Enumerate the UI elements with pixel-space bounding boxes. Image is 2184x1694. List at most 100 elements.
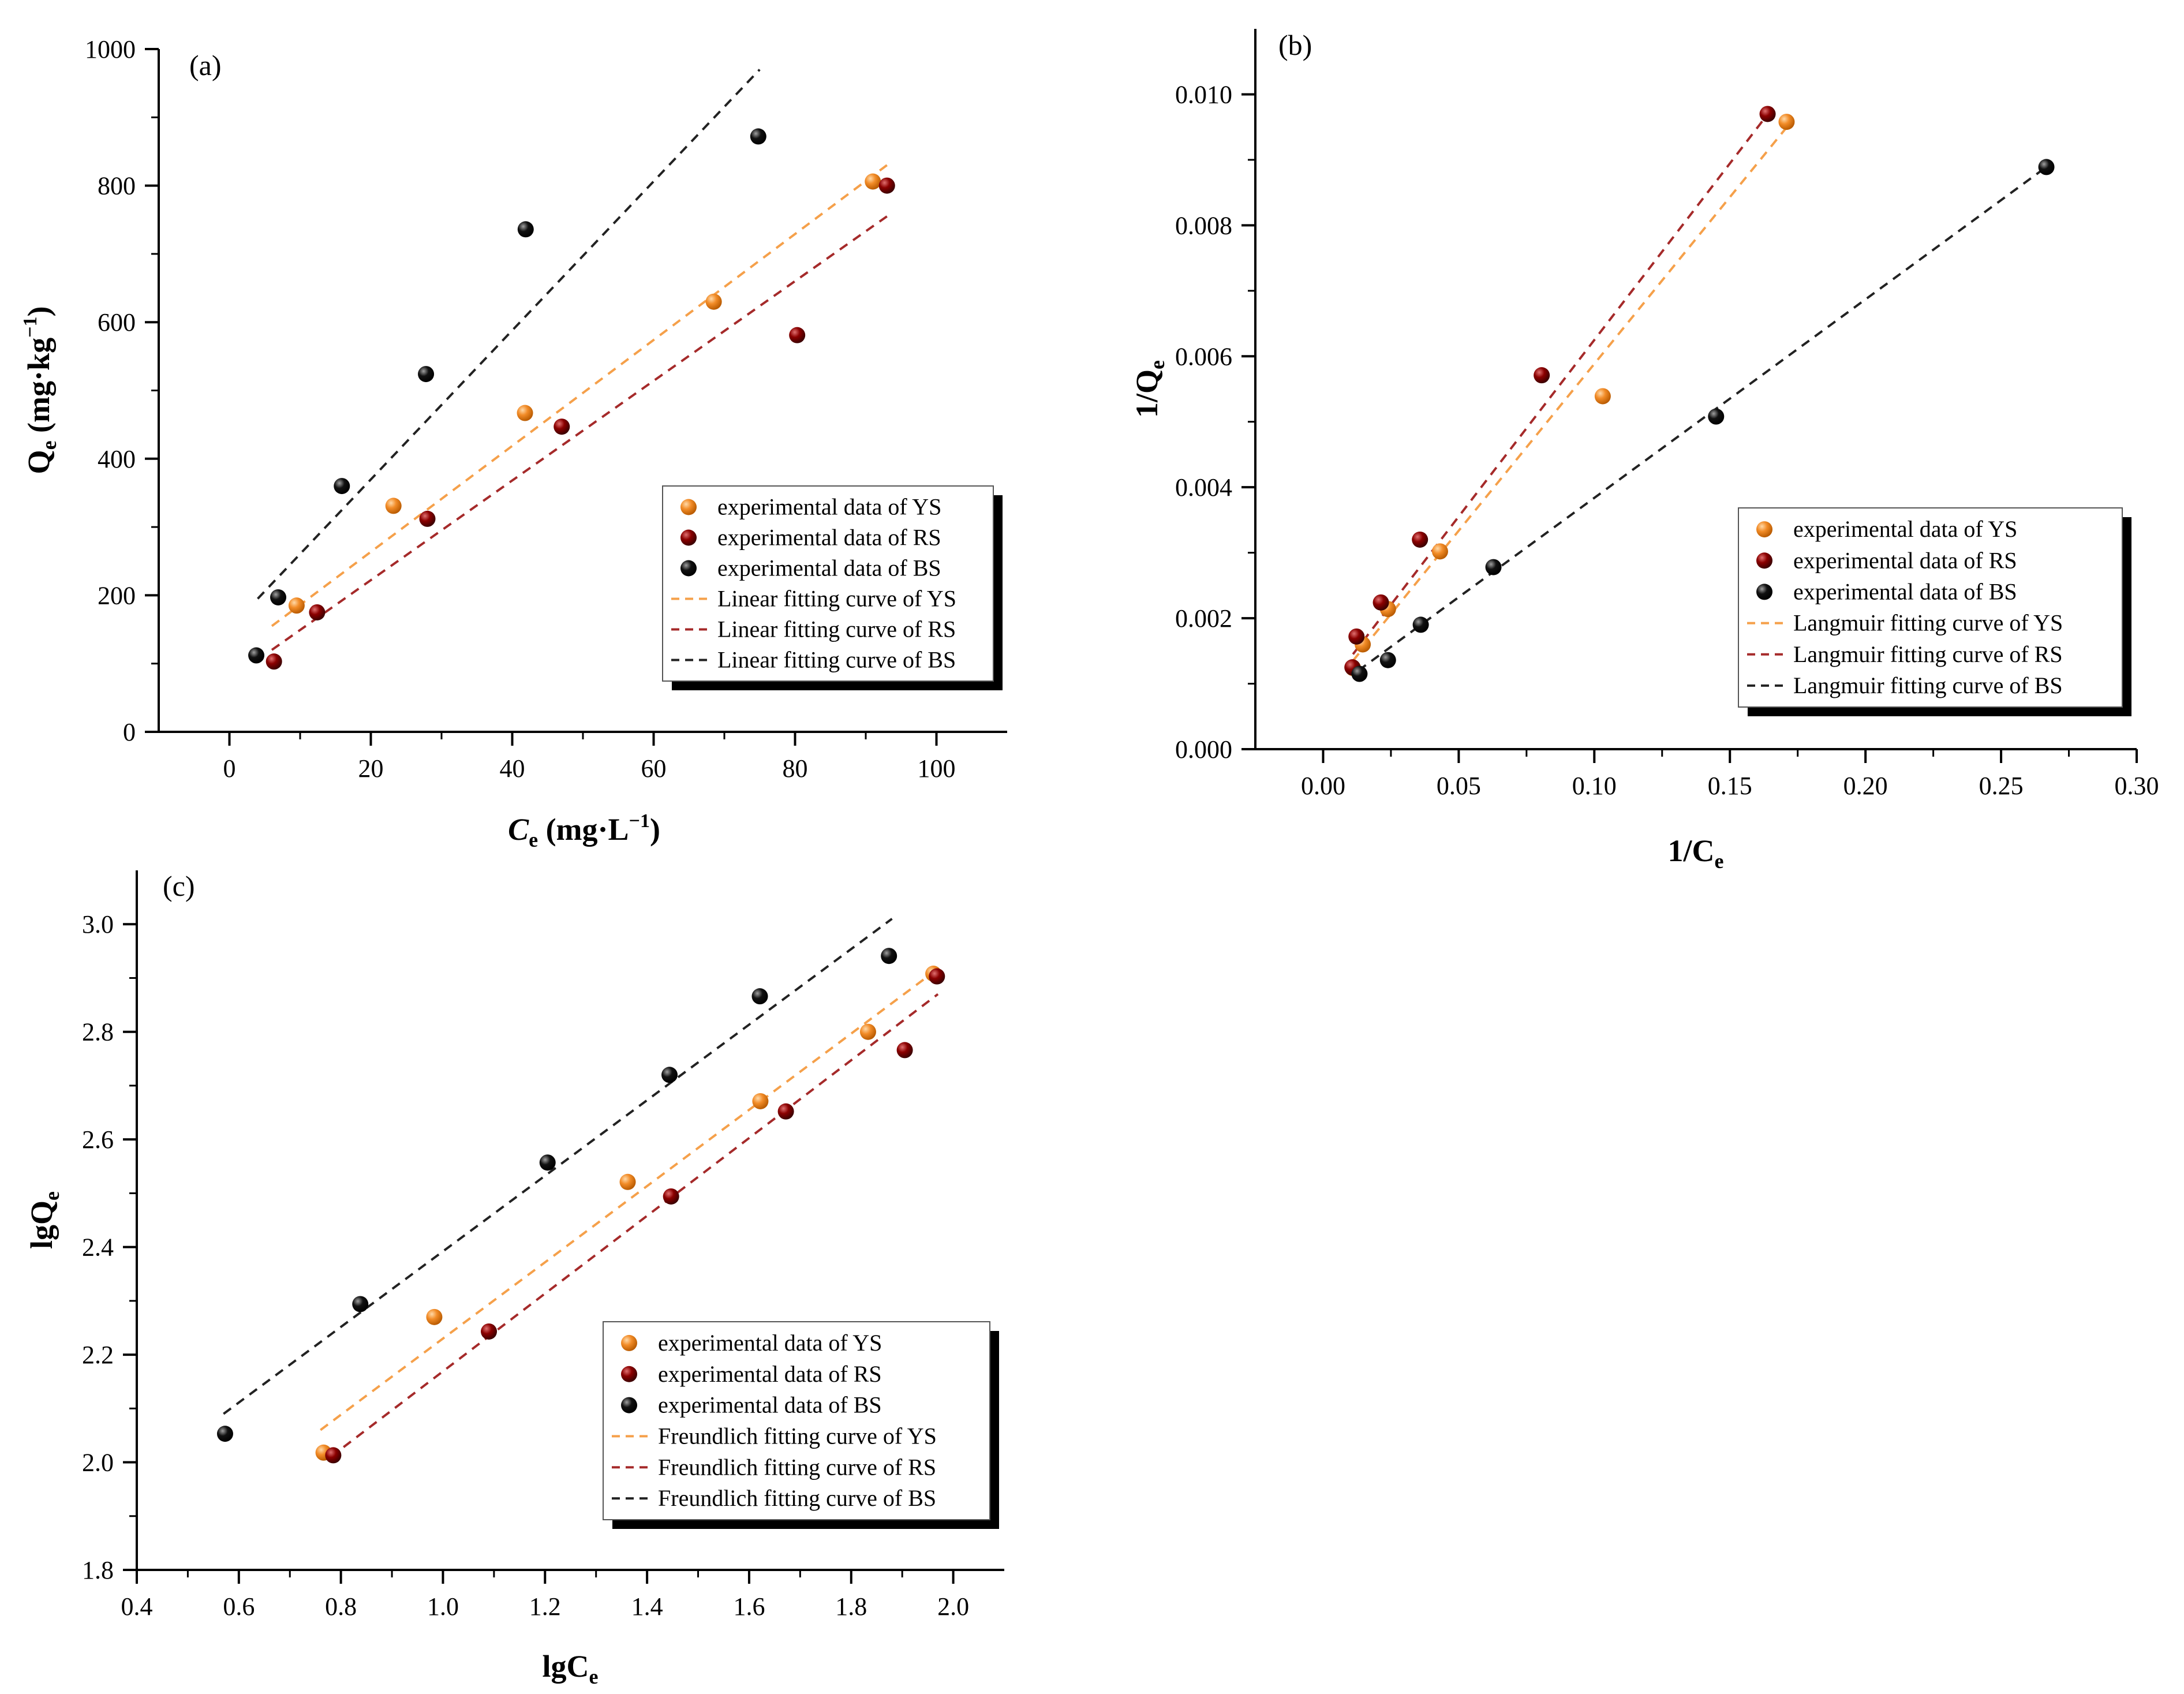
y-tick-label: 200 bbox=[98, 581, 136, 609]
legend-label: Freundlich fitting curve of YS bbox=[658, 1423, 937, 1449]
legend-marker-bs bbox=[621, 1397, 637, 1413]
x-tick-label: 0.8 bbox=[325, 1592, 357, 1621]
x-axis-title-sub: e bbox=[589, 1665, 599, 1688]
y-axis-title-units: (mg·kg bbox=[21, 338, 56, 441]
data-point-rs bbox=[1373, 594, 1389, 611]
y-tick-label: 2.4 bbox=[82, 1233, 114, 1262]
data-point-rs bbox=[481, 1323, 498, 1340]
data-point-rs bbox=[777, 1103, 794, 1120]
panel-c: 0.4 0.6 0.8 1.0 1.2 1.4 1.6 1.8 2.0 1.8 2.0 2.2 2.4 2… bbox=[24, 870, 1004, 1688]
data-point-ys bbox=[1594, 388, 1611, 405]
y-axis-title-sup: −1 bbox=[20, 317, 41, 338]
data-point-bs bbox=[1351, 665, 1368, 682]
data-point-rs bbox=[1534, 367, 1550, 384]
x-tick-label: 2.0 bbox=[937, 1592, 969, 1621]
y-tick-label: 0 bbox=[123, 718, 136, 746]
x-tick-label: 0.15 bbox=[1708, 772, 1752, 800]
data-point-rs bbox=[554, 418, 570, 435]
x-axis-title: 1/Ce bbox=[1668, 833, 1724, 873]
x-tick-label: 1.6 bbox=[733, 1592, 765, 1621]
y-tick-label: 0.010 bbox=[1175, 80, 1232, 109]
legend-marker-bs bbox=[680, 560, 697, 577]
x-axis-title: Ce (mg·L−1) bbox=[508, 810, 660, 851]
y-tick-label: 0.006 bbox=[1175, 342, 1232, 371]
legend-label: Langmuir fitting curve of RS bbox=[1793, 641, 2063, 667]
y-axis-title-main: Q bbox=[21, 450, 56, 474]
legend-label: experimental data of RS bbox=[1793, 547, 2017, 573]
data-point-bs bbox=[1485, 559, 1502, 575]
legend-label: experimental data of RS bbox=[658, 1361, 882, 1387]
data-point-ys bbox=[705, 293, 722, 310]
data-point-ys bbox=[517, 405, 533, 421]
y-tick-label: 2.6 bbox=[82, 1125, 114, 1154]
panel-label: (c) bbox=[163, 870, 195, 902]
data-point-rs bbox=[1348, 628, 1365, 645]
legend-label: Linear fitting curve of RS bbox=[717, 616, 956, 642]
data-point-bs bbox=[248, 647, 265, 664]
legend-marker-bs bbox=[1756, 584, 1772, 600]
data-point-rs bbox=[789, 327, 806, 343]
fit-line-rs bbox=[271, 215, 888, 651]
data-point-ys bbox=[385, 498, 402, 514]
data-point-bs bbox=[750, 128, 766, 145]
y-axis-title-sub: e bbox=[38, 440, 61, 450]
legend-label: experimental data of YS bbox=[1793, 516, 2017, 542]
data-point-ys bbox=[1431, 543, 1448, 560]
data-point-ys bbox=[865, 173, 881, 190]
legend-label: experimental data of BS bbox=[1793, 578, 2017, 604]
data-point-rs bbox=[325, 1447, 342, 1464]
fit-line-bs bbox=[1357, 165, 2048, 672]
x-tick-label: 1.8 bbox=[835, 1592, 867, 1621]
x-axis-title-main: 1/C bbox=[1668, 833, 1715, 868]
panel-label: (a) bbox=[189, 49, 222, 81]
y-tick-label: 400 bbox=[98, 445, 136, 473]
y-tick-label: 0.004 bbox=[1175, 473, 1232, 502]
fit-line-ys bbox=[320, 971, 934, 1431]
fit-line-bs bbox=[257, 69, 761, 600]
x-tick-label: 0 bbox=[223, 754, 236, 783]
legend-label: Linear fitting curve of BS bbox=[717, 647, 956, 673]
y-axis-title-main: 1/Q bbox=[1130, 369, 1164, 418]
legend-marker-rs bbox=[1756, 552, 1772, 569]
x-tick-label: 0.10 bbox=[1572, 772, 1617, 800]
x-tick-label: 0.6 bbox=[223, 1592, 255, 1621]
y-tick-label: 2.8 bbox=[82, 1018, 114, 1046]
legend-marker-ys bbox=[680, 499, 697, 515]
legend-marker-rs bbox=[621, 1366, 637, 1382]
x-axis-title-close: ) bbox=[650, 812, 660, 847]
data-point-ys bbox=[1778, 114, 1795, 130]
data-point-bs bbox=[352, 1296, 369, 1312]
y-axis-title-main: lgQ bbox=[24, 1201, 59, 1249]
legend: experimental data of YS experimental data… bbox=[1738, 507, 2131, 716]
x-axis-title-units: (mg·L bbox=[538, 812, 629, 847]
legend-label: experimental data of YS bbox=[658, 1330, 882, 1356]
data-point-rs bbox=[309, 604, 326, 620]
legend: experimental data of YS experimental data… bbox=[603, 1321, 999, 1529]
x-tick-label: 0.05 bbox=[1437, 772, 1481, 800]
data-point-ys bbox=[752, 1093, 769, 1109]
x-axis-title-sub: e bbox=[529, 828, 538, 851]
data-point-rs bbox=[265, 653, 282, 670]
x-tick-label: 60 bbox=[641, 754, 667, 783]
data-point-ys bbox=[619, 1173, 636, 1190]
data-point-bs bbox=[539, 1154, 556, 1171]
data-point-rs bbox=[1412, 531, 1428, 548]
legend-marker-rs bbox=[680, 529, 697, 546]
x-tick-label: 80 bbox=[783, 754, 808, 783]
data-point-rs bbox=[878, 177, 895, 194]
y-tick-label: 0.002 bbox=[1175, 604, 1232, 633]
x-axis-title-sup: −1 bbox=[629, 810, 650, 832]
panel-label: (b) bbox=[1278, 29, 1312, 61]
x-tick-label: 1.2 bbox=[529, 1592, 561, 1621]
x-axis-title-sub: e bbox=[1715, 850, 1724, 873]
x-tick-label: 0.20 bbox=[1843, 772, 1888, 800]
y-axis-title: 1/Qe bbox=[1130, 360, 1169, 418]
data-point-ys bbox=[426, 1308, 443, 1325]
legend-label: Freundlich fitting curve of RS bbox=[658, 1454, 936, 1480]
x-axis-title: lgCe bbox=[543, 1649, 599, 1688]
x-tick-label: 100 bbox=[918, 754, 956, 783]
legend-label: experimental data of YS bbox=[717, 494, 941, 520]
legend-marker-ys bbox=[621, 1334, 637, 1351]
